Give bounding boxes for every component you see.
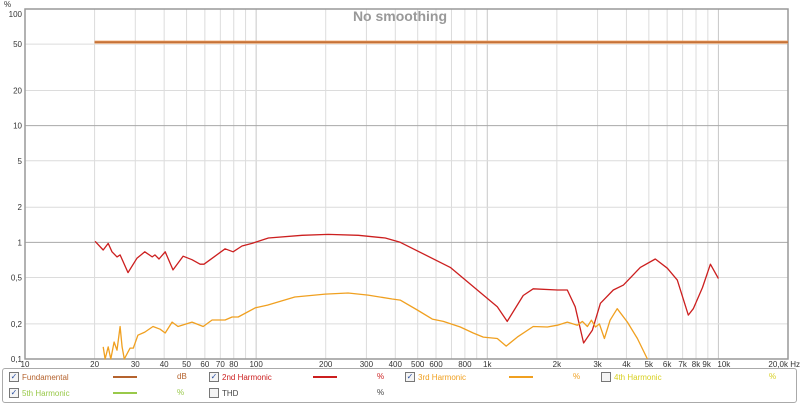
- legend-label: 2nd Harmonic: [222, 372, 272, 382]
- y-tick-label: 0,1: [11, 355, 23, 364]
- x-tick-label: 20,0k Hz: [768, 360, 800, 368]
- grid: [24, 8, 789, 360]
- legend-swatch: [113, 392, 137, 394]
- legend-label: Fundamental: [22, 372, 69, 382]
- checkbox-2nd-harmonic[interactable]: ✓: [209, 372, 219, 382]
- chart-title: No smoothing: [353, 8, 447, 24]
- y-tick-label: 1: [18, 238, 23, 247]
- y-tick-label: 0,5: [11, 273, 23, 282]
- legend-item-fundamental[interactable]: ✓ Fundamental: [9, 371, 69, 383]
- y-tick-label: 10: [13, 122, 22, 131]
- x-tick-label: 20: [90, 360, 99, 368]
- legend: ✓ Fundamental dB ✓ 2nd Harmonic% ✓ 3rd Harmoni…: [2, 368, 797, 403]
- x-tick-label: 800: [458, 360, 472, 368]
- y-tick-label: 50: [13, 40, 22, 49]
- x-tick-label: 4k: [622, 360, 631, 368]
- x-tick-label: 5k: [645, 360, 654, 368]
- x-tick-label: 40: [160, 360, 169, 368]
- x-tick-label: 80: [229, 360, 238, 368]
- x-tick-label: 300: [360, 360, 374, 368]
- legend-label: 5th Harmonic: [22, 388, 70, 398]
- legend-label: THD: [222, 388, 239, 398]
- x-tick-label: 8k: [692, 360, 701, 368]
- x-tick-label: 60: [200, 360, 209, 368]
- x-tick-label: 7k: [678, 360, 687, 368]
- series-line-3rd-harmonic: [102, 292, 648, 360]
- legend-item-4th-harmonic[interactable]: 4th Harmonic: [601, 371, 662, 383]
- x-tick-label: 10: [21, 360, 30, 368]
- x-tick-label: 9k: [702, 360, 711, 368]
- legend-item-thd[interactable]: THD: [209, 387, 238, 399]
- checkbox-3rd-harmonic[interactable]: ✓: [405, 372, 415, 382]
- x-tick-label: 70: [216, 360, 225, 368]
- legend-swatch: [313, 376, 337, 378]
- x-tick-label: 1k: [483, 360, 492, 368]
- y-tick-label: 2: [18, 203, 23, 212]
- y-tick-label: 100: [9, 10, 23, 19]
- series-line-2nd-harmonic: [94, 233, 719, 344]
- legend-unit: %: [377, 372, 385, 381]
- checkbox-fundamental[interactable]: ✓: [9, 372, 19, 382]
- curves: [94, 40, 788, 360]
- y-tick-label: 5: [18, 157, 23, 166]
- legend-unit: %: [769, 372, 777, 381]
- x-tick-label: 600: [429, 360, 443, 368]
- y-tick-label: 20: [13, 87, 22, 96]
- x-tick-label: 6k: [663, 360, 672, 368]
- legend-unit: %: [177, 388, 185, 397]
- x-tick-label: 500: [411, 360, 425, 368]
- y-tick-label: 0,2: [11, 320, 23, 329]
- x-tick-label: 2k: [553, 360, 562, 368]
- plot-frame: [24, 8, 789, 360]
- checkbox-5th-harmonic[interactable]: ✓: [9, 388, 19, 398]
- legend-unit: dB: [177, 372, 187, 381]
- x-tick-label: 50: [182, 360, 191, 368]
- legend-item-5th-harmonic[interactable]: ✓ 5th Harmonic: [9, 387, 70, 399]
- legend-unit: %: [377, 388, 385, 397]
- x-tick-label: 200: [319, 360, 333, 368]
- legend-label: 3rd Harmonic: [418, 372, 467, 382]
- legend-unit: %: [573, 372, 581, 381]
- checkbox-4th-harmonic[interactable]: [601, 372, 611, 382]
- x-tick-label: 10k: [717, 360, 731, 368]
- legend-label: 4th Harmonic: [614, 372, 662, 382]
- x-tick-label: 400: [389, 360, 403, 368]
- legend-swatch: [509, 376, 533, 378]
- x-tick-label: 30: [131, 360, 140, 368]
- checkbox-thd[interactable]: [209, 388, 219, 398]
- legend-swatch: [113, 376, 137, 378]
- x-tick-label: 100: [249, 360, 263, 368]
- x-tick-label: 3k: [593, 360, 602, 368]
- legend-item-3rd-harmonic[interactable]: ✓ 3rd Harmonic: [405, 371, 466, 383]
- legend-item-2nd-harmonic[interactable]: ✓ 2nd Harmonic: [209, 371, 272, 383]
- y-unit-label: %: [4, 0, 11, 9]
